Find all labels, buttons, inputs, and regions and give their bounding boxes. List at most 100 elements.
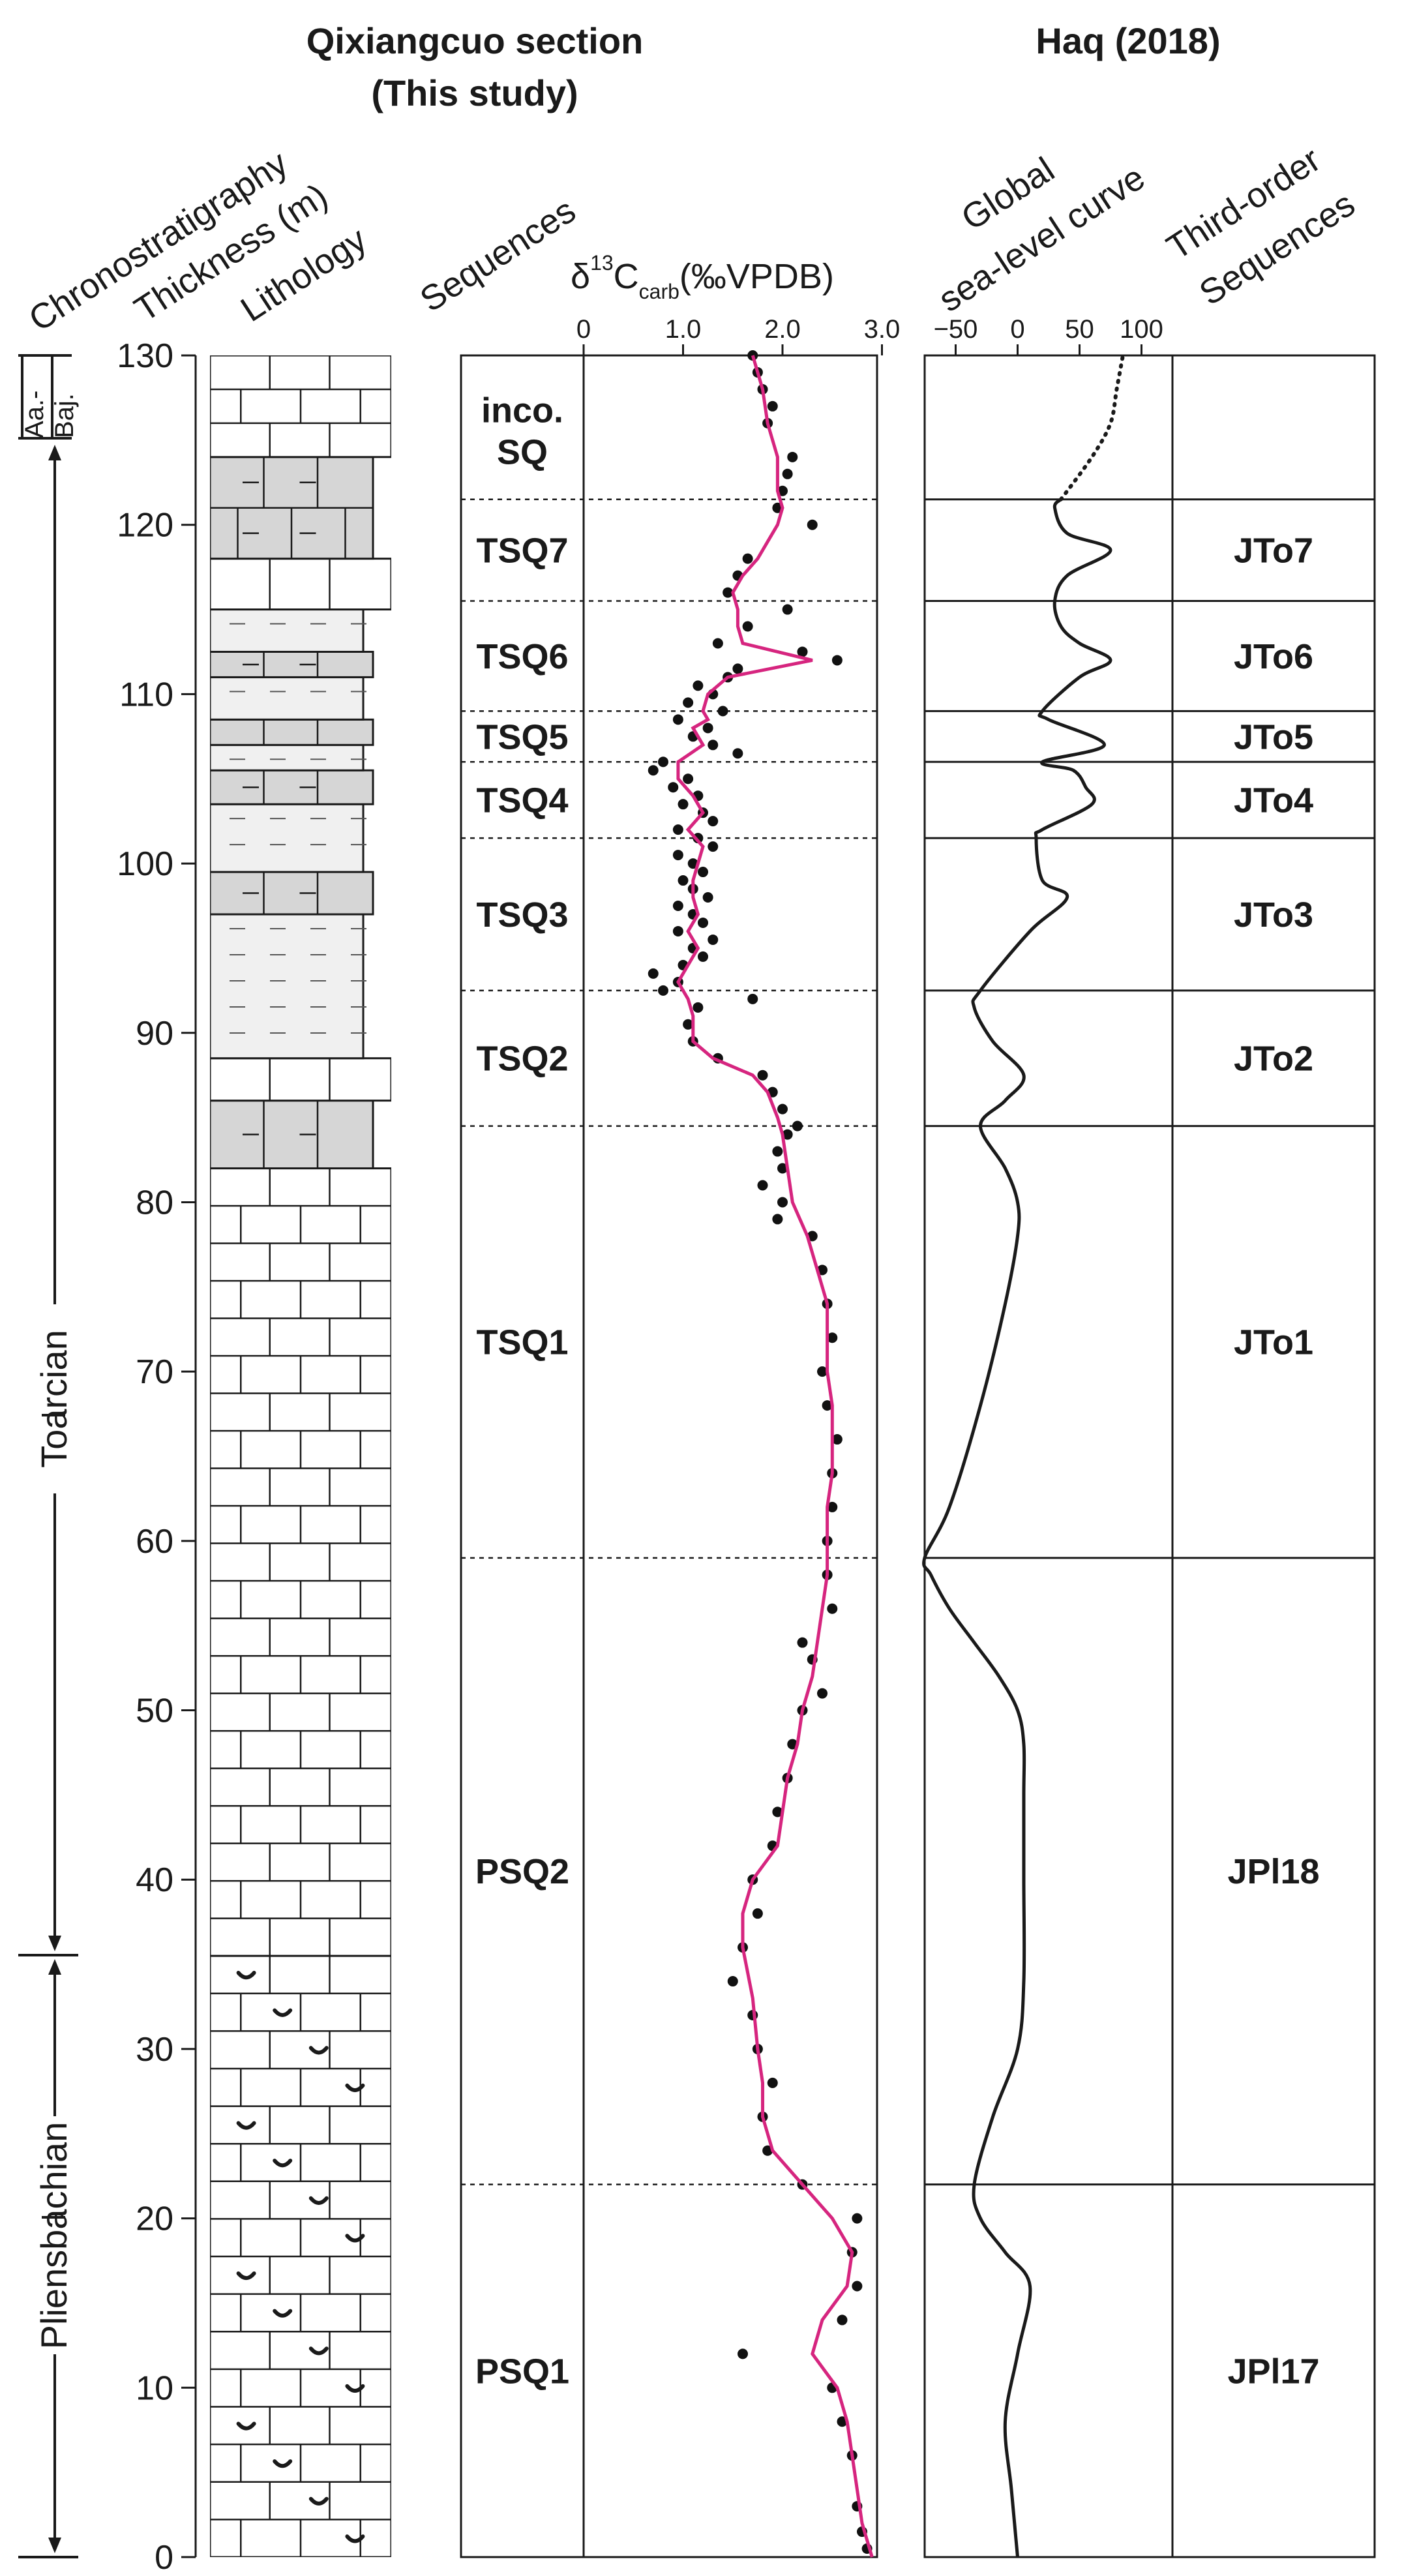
third-order-label: JPl18 <box>1227 1852 1319 1891</box>
third-order-label: JTo3 <box>1234 895 1313 935</box>
third-order-label: JTo5 <box>1234 717 1313 756</box>
d13c-point <box>668 782 679 793</box>
thickness-tick-label: 60 <box>136 1523 173 1561</box>
thickness-tick-label: 100 <box>117 845 173 883</box>
sequence-label: PSQ2 <box>475 1852 569 1891</box>
sequences-header: Sequences <box>413 191 582 320</box>
chronostratigraphy-column <box>18 354 78 2558</box>
d13c-point <box>807 519 818 530</box>
haq-sequence-boundaries <box>925 498 1375 2186</box>
d13c-point <box>702 723 713 734</box>
d13c-point <box>658 756 668 768</box>
arrowhead-top-toarcian <box>48 445 61 460</box>
d13c-point <box>702 892 713 903</box>
d13c-point <box>672 925 683 936</box>
bioclast-symbol <box>236 2271 256 2281</box>
arrowhead-bottom-pliens <box>48 2538 61 2553</box>
d13c-point <box>827 1332 838 1343</box>
d13c-point <box>698 951 708 962</box>
d13c-point <box>698 917 708 928</box>
thickness-tick-label: 10 <box>136 2369 173 2407</box>
marl-shale-bed <box>210 913 365 1060</box>
argillaceous-limestone-bed <box>210 1100 374 1170</box>
d13c-point <box>648 765 659 776</box>
bioclast-symbol <box>345 2234 365 2243</box>
d13c-point <box>782 604 793 615</box>
d13c-point <box>827 1501 838 1512</box>
d13c-point <box>822 1400 833 1411</box>
d13c-point <box>683 697 694 708</box>
d13c-point <box>787 451 798 462</box>
d13c-point <box>772 1146 783 1157</box>
d13c-point <box>837 2314 848 2326</box>
global-sea-level-curve <box>922 498 1112 2558</box>
third-order-label: JTo4 <box>1234 781 1313 820</box>
d13c-point <box>727 1976 738 1987</box>
d13c-point <box>777 1103 788 1115</box>
sea-level-tick-label: 50 <box>1065 315 1094 344</box>
sequence-labels: PSQ1 PSQ2 TSQ1 TSQ2 TSQ3 TSQ4 TSQ5 TSQ6 TSQ7 inco… <box>475 391 569 2391</box>
d13c-point <box>683 1019 694 1030</box>
d13c-point <box>683 773 694 785</box>
d13c-point <box>757 1070 768 1081</box>
marl-shale-bed <box>210 676 365 721</box>
stage-toarcian: Toarcian <box>33 1330 74 1468</box>
bioclast-symbol <box>273 2459 293 2468</box>
thickness-axis: 0 10 20 30 40 50 60 70 80 90 100 110 120 130 <box>117 337 197 2576</box>
bioclast-symbol <box>345 2534 365 2543</box>
third-order-label: JTo2 <box>1234 1040 1313 1079</box>
bioclast-symbol <box>273 2309 293 2318</box>
section-subtitle: (This study) <box>371 72 578 113</box>
sequence-label: TSQ6 <box>476 637 568 676</box>
stage-aa-baj: Aa.- <box>20 391 49 438</box>
sequence-label: TSQ3 <box>476 895 568 935</box>
d13c-point <box>717 706 728 717</box>
stage-pliensbachian: Pliensbachian <box>33 2122 74 2350</box>
d13c-point <box>742 553 753 564</box>
d13c-point <box>831 1434 843 1445</box>
d13c-point <box>782 1129 793 1140</box>
thickness-tick-label: 90 <box>136 1015 173 1053</box>
d13c-smoothed-curve <box>676 355 874 2558</box>
d13c-point <box>817 1366 828 1377</box>
d13c-point <box>797 646 808 657</box>
thickness-tick-label: 40 <box>136 1861 173 1899</box>
d13c-tick-label: 1.0 <box>665 315 702 344</box>
d13c-point <box>693 680 704 691</box>
d13c-point <box>648 968 659 979</box>
d13c-point <box>792 1120 803 1131</box>
bioclast-symbol <box>308 2496 329 2506</box>
thickness-tick-label: 0 <box>155 2539 173 2576</box>
sequence-label: inco. <box>481 391 563 430</box>
sequence-label: SQ <box>497 432 548 472</box>
d13c-point <box>772 1214 783 1225</box>
third-order-label: JTo7 <box>1234 532 1313 571</box>
argillaceous-limestone-bed <box>210 871 374 916</box>
d13c-point <box>852 2213 863 2224</box>
thickness-tick-label: 110 <box>119 676 173 713</box>
argillaceous-limestone-bed <box>210 718 374 746</box>
d13c-point <box>742 621 753 632</box>
section-title: Qixiangcuo section <box>306 20 644 61</box>
sea-level-axis: −50 0 50 100 <box>934 315 1163 355</box>
d13c-point <box>672 901 683 911</box>
thickness-tick-label: 20 <box>136 2200 173 2238</box>
thickness-tick-label: 120 <box>117 507 173 545</box>
d13c-axis: 0 1.0 2.0 3.0 <box>576 315 900 355</box>
d13c-point <box>738 2348 748 2359</box>
limestone-bed <box>210 558 391 611</box>
bioclast-symbol <box>273 2008 293 2017</box>
bioclast-symbol <box>345 2384 365 2393</box>
thickness-tick-label: 70 <box>136 1353 173 1391</box>
d13c-point <box>852 2281 863 2292</box>
d13c-point <box>708 740 719 751</box>
d13c-tick-label: 2.0 <box>764 315 801 344</box>
thickness-tick-label: 50 <box>136 1692 173 1730</box>
d13c-point <box>767 2077 778 2088</box>
d13c-point <box>672 850 683 861</box>
d13c-point <box>747 993 758 1004</box>
bioclast-symbol <box>308 2046 329 2055</box>
d13c-point <box>732 663 743 674</box>
sequence-label: PSQ1 <box>475 2352 569 2391</box>
bioclast-symbol <box>236 1971 256 1980</box>
